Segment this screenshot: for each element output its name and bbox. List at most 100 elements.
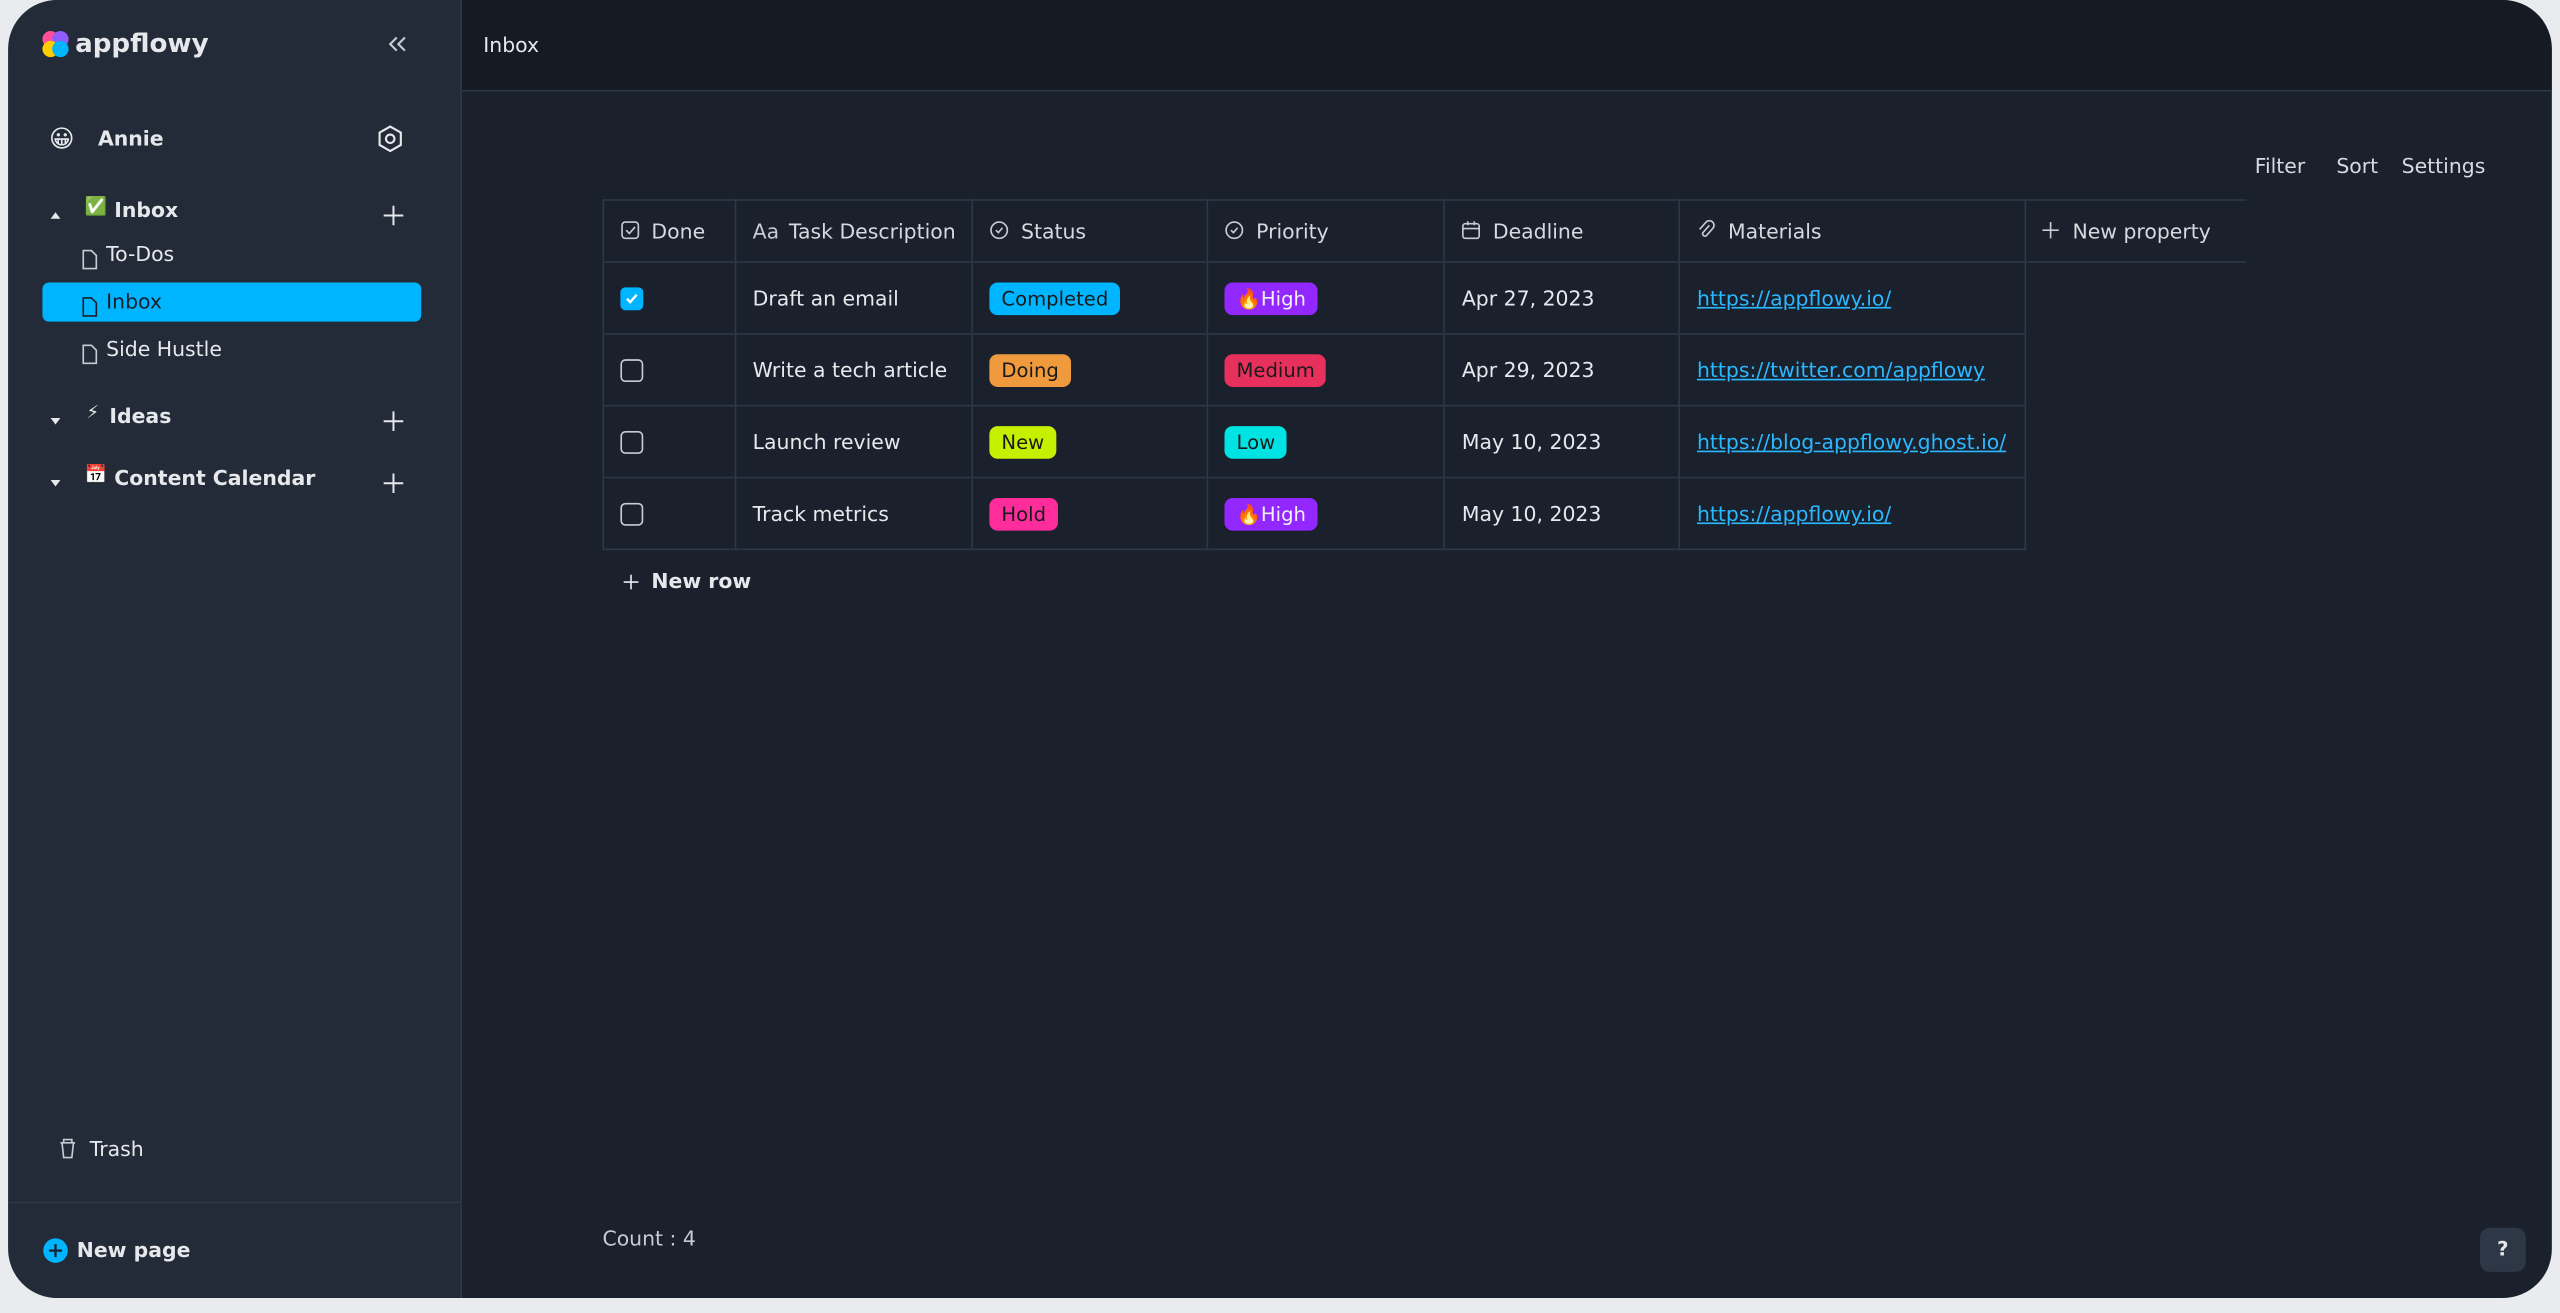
new-page[interactable]: New page bbox=[76, 1237, 191, 1263]
collapse-button[interactable] bbox=[388, 36, 409, 52]
row-count: Count : 4 bbox=[602, 1226, 696, 1251]
user-name[interactable]: Annie bbox=[97, 125, 164, 151]
column-header[interactable]: Priority bbox=[1207, 199, 1446, 263]
cell[interactable]: Draft an email bbox=[734, 261, 974, 335]
toolbar-button[interactable]: Sort bbox=[2336, 153, 2379, 178]
settings-button[interactable] bbox=[377, 125, 403, 153]
cell bbox=[602, 333, 737, 407]
selected-highlight bbox=[42, 282, 422, 322]
column-icon bbox=[990, 219, 1021, 243]
checkbox[interactable] bbox=[620, 359, 644, 383]
section-icon: 📅 bbox=[84, 463, 108, 485]
link[interactable]: https://blog-appflowy.ghost.io/ bbox=[1696, 429, 2007, 454]
checkbox[interactable] bbox=[620, 431, 644, 455]
column-icon-text: Aa bbox=[752, 218, 780, 244]
divider bbox=[8, 1201, 461, 1204]
priority-tag: 🔥High bbox=[1225, 281, 1318, 315]
cell bbox=[602, 404, 737, 479]
status-tag: Hold bbox=[989, 497, 1058, 530]
cell[interactable]: Write a tech article bbox=[734, 333, 974, 407]
top-bar: Inbox bbox=[462, 0, 2552, 92]
link[interactable]: https://appflowy.io/ bbox=[1696, 285, 1892, 311]
cell[interactable]: Hold bbox=[972, 476, 1209, 551]
column-header[interactable]: Deadline bbox=[1443, 199, 1681, 263]
checkbox[interactable] bbox=[620, 287, 644, 311]
cell bbox=[602, 261, 737, 335]
cell[interactable]: Track metrics bbox=[734, 476, 974, 551]
deadline: May 10, 2023 bbox=[1461, 501, 1602, 526]
toolbar-button[interactable]: Settings bbox=[2401, 153, 2486, 178]
column-icon bbox=[620, 219, 651, 243]
cell[interactable]: Completed bbox=[972, 261, 1209, 335]
link[interactable]: https://appflowy.io/ bbox=[1696, 501, 1892, 526]
new-property[interactable]: New property bbox=[2025, 199, 2248, 263]
plus-icon bbox=[2043, 219, 2072, 243]
cell[interactable]: 🔥High bbox=[1207, 476, 1446, 551]
task: Draft an email bbox=[752, 285, 899, 311]
cell: https://appflowy.io/ bbox=[1678, 476, 2027, 551]
column-label: Priority bbox=[1256, 218, 1329, 244]
brand: appflowy bbox=[75, 27, 209, 59]
cell[interactable]: 🔥High bbox=[1207, 261, 1446, 335]
section-label[interactable]: Content Calendar bbox=[114, 465, 316, 490]
cell[interactable]: Apr 29, 2023 bbox=[1443, 333, 1681, 407]
app-window: appflowy 😀 Annie ✅ Inbox To-Dos Inbox Side H… bbox=[8, 0, 2552, 1298]
row: Write a tech article Doing Medium Apr 29, 2… bbox=[602, 333, 2247, 407]
task: Write a tech article bbox=[752, 357, 948, 383]
section-label[interactable]: Inbox bbox=[114, 197, 179, 223]
cell[interactable]: Low bbox=[1207, 404, 1446, 479]
page-link[interactable]: To-Dos bbox=[106, 241, 175, 267]
page-link[interactable]: Side Hustle bbox=[106, 336, 222, 361]
section-label[interactable]: Ideas bbox=[109, 403, 172, 428]
page-link[interactable]: Inbox bbox=[106, 288, 162, 314]
expand-toggle bbox=[49, 470, 69, 501]
column-label: Status bbox=[1021, 218, 1087, 244]
column-icon bbox=[1462, 219, 1493, 243]
cell bbox=[602, 476, 737, 551]
add-button bbox=[383, 407, 404, 438]
new-page-icon bbox=[43, 1238, 68, 1263]
column-header[interactable]: Status bbox=[972, 199, 1209, 263]
column-header[interactable]: Done bbox=[602, 199, 737, 263]
priority-tag: Low bbox=[1225, 425, 1287, 458]
add-button bbox=[383, 201, 404, 232]
expand-toggle bbox=[49, 408, 69, 439]
logo-icon bbox=[42, 31, 69, 58]
link[interactable]: https://twitter.com/appflowy bbox=[1696, 357, 1986, 383]
deadline: Apr 27, 2023 bbox=[1461, 285, 1595, 311]
add-button bbox=[383, 469, 404, 500]
deadline: May 10, 2023 bbox=[1461, 429, 1602, 454]
status-tag: Doing bbox=[989, 353, 1071, 387]
cell[interactable]: Doing bbox=[972, 333, 1209, 407]
section-icon: ⚡ bbox=[86, 401, 100, 423]
new-row[interactable]: New row bbox=[651, 568, 752, 593]
help-button[interactable]: ? bbox=[2480, 1227, 2526, 1272]
page-icon bbox=[80, 292, 100, 323]
cell[interactable]: Launch review bbox=[734, 404, 974, 479]
page-icon bbox=[80, 340, 100, 371]
cell: https://appflowy.io/ bbox=[1678, 261, 2027, 335]
cell[interactable]: New bbox=[972, 404, 1209, 479]
trash[interactable]: Trash bbox=[89, 1136, 144, 1161]
plus-icon bbox=[623, 574, 639, 590]
column-header[interactable]: Materials bbox=[1678, 199, 2027, 263]
cell[interactable]: Medium bbox=[1207, 333, 1446, 407]
status-tag: New bbox=[989, 425, 1056, 458]
task: Track metrics bbox=[752, 501, 889, 526]
column-header[interactable]: Aa Task Description bbox=[734, 199, 974, 263]
cell[interactable]: May 10, 2023 bbox=[1443, 404, 1681, 479]
cell: https://twitter.com/appflowy bbox=[1678, 333, 2027, 407]
trash-icon bbox=[60, 1138, 76, 1159]
page-title: Inbox bbox=[483, 32, 540, 58]
toolbar-button[interactable]: Filter bbox=[2254, 153, 2306, 178]
priority-tag: Medium bbox=[1225, 353, 1327, 387]
cell[interactable]: May 10, 2023 bbox=[1443, 476, 1681, 551]
avatar: 😀 bbox=[48, 124, 75, 154]
row: Launch review New Low May 10, 2023 https://b… bbox=[602, 404, 2247, 479]
section-icon: ✅ bbox=[84, 195, 108, 218]
new-property-label: New property bbox=[2072, 218, 2211, 244]
checkbox[interactable] bbox=[620, 503, 644, 527]
cell[interactable]: Apr 27, 2023 bbox=[1443, 261, 1681, 335]
row: Draft an email Completed 🔥High Apr 27, 2023… bbox=[602, 261, 2247, 335]
